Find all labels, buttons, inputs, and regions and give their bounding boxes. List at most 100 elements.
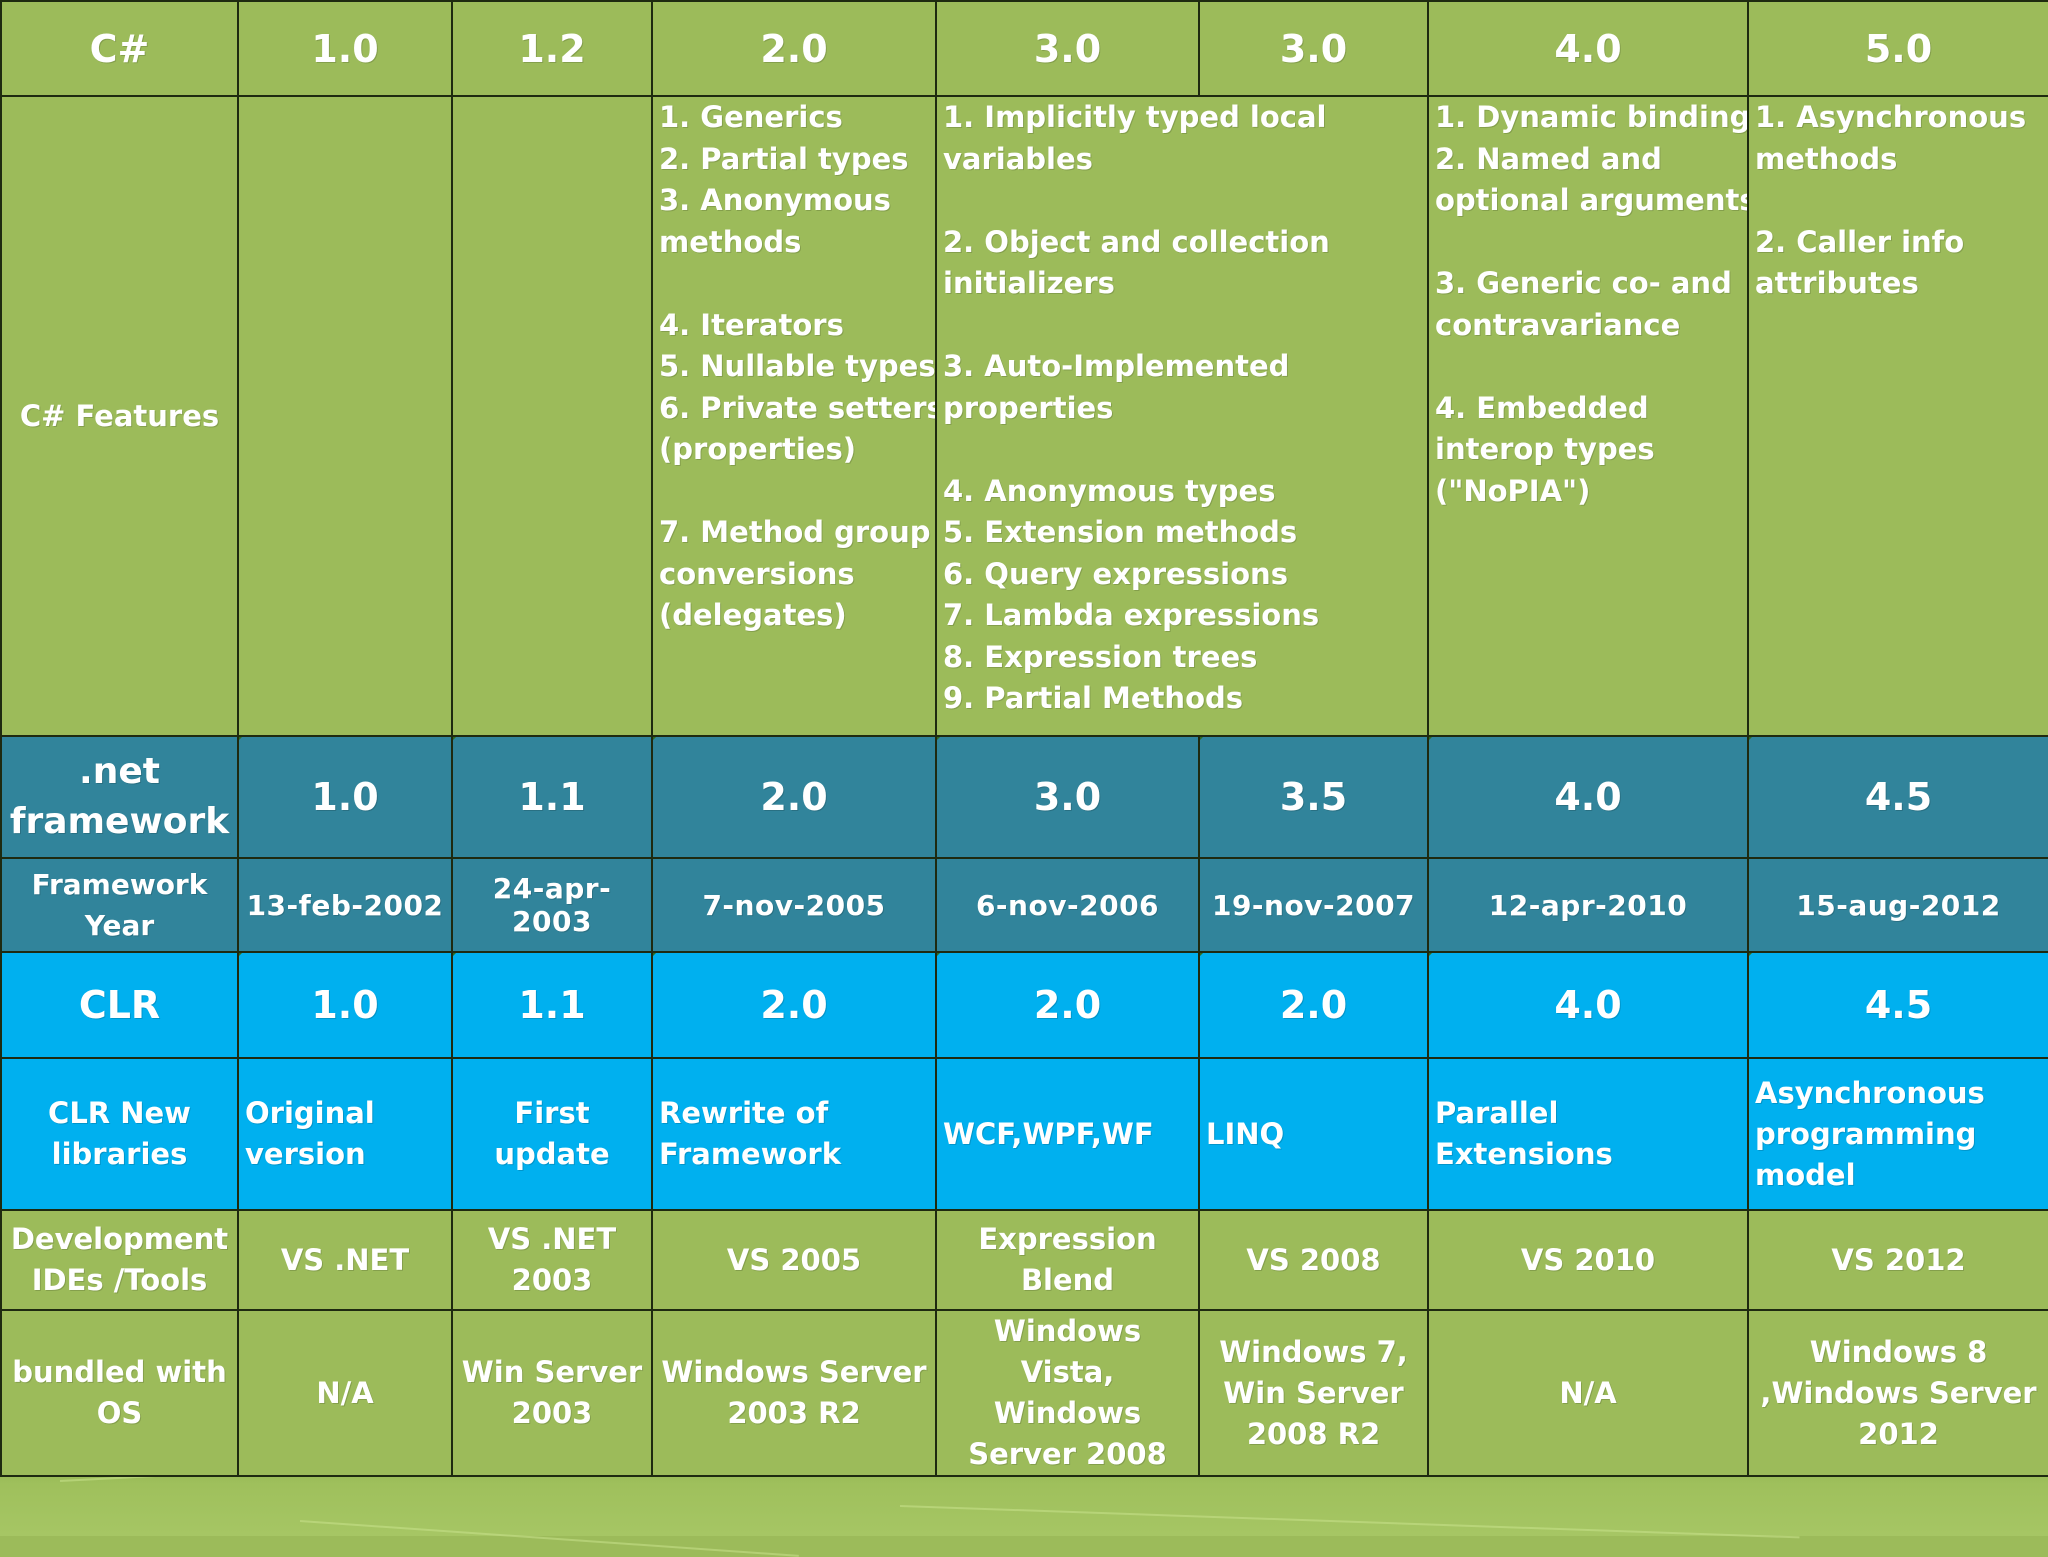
features-cell-4-0: 1. Dynamic binding 2. Named and optional a… — [1427, 95, 1749, 737]
row-label-bundled-os: bundled with OS — [0, 1309, 239, 1477]
line-gap — [1435, 222, 1741, 264]
row-label-line: libraries — [51, 1137, 188, 1171]
line-gap — [943, 180, 1421, 222]
cell-text-line: Parallel Extensions — [1435, 1096, 1613, 1171]
row-label-net-framework: .net framework — [0, 735, 239, 859]
cell-text-line: Windows 7, — [1219, 1334, 1408, 1369]
clr-version-cell: 2.0 — [935, 951, 1200, 1059]
os-cell: N/A — [1427, 1309, 1749, 1477]
feature-item: 1. Asynchronous — [1755, 100, 2027, 134]
csharp-version-cell: 3.0 — [935, 0, 1200, 97]
feature-item: 3. Generic co- and — [1435, 266, 1732, 300]
clr-version-cell: 4.0 — [1427, 951, 1749, 1059]
net-version-cell: 4.0 — [1427, 735, 1749, 859]
row-label-line: framework — [9, 801, 230, 842]
csharp-version-cell: 1.0 — [237, 0, 453, 97]
os-cell: Windows 8 ,Windows Server 2012 — [1747, 1309, 2048, 1477]
os-cell: Windows 7, Win Server 2008 R2 — [1198, 1309, 1429, 1477]
cell-text-line: Original — [245, 1096, 375, 1130]
feature-item: variables — [943, 141, 1093, 176]
feature-item: (delegates) — [659, 598, 847, 632]
clr-version-cell: 2.0 — [1198, 951, 1429, 1059]
background-streak — [899, 1505, 1800, 1539]
feature-item: 6. Private setters — [659, 390, 936, 425]
row-bundled-os: bundled with OS N/A Win Server 2003 Windo… — [0, 1309, 2048, 1477]
feature-item: ("NoPIA") — [1435, 473, 1591, 508]
release-date-cell: 13-feb-2002 — [237, 857, 453, 953]
feature-item: 7. Lambda expressions — [943, 598, 1320, 632]
libraries-cell: WCF,WPF,WF — [935, 1057, 1200, 1211]
clr-version-cell: 1.0 — [237, 951, 453, 1059]
feature-item: 3. Auto-Implemented — [943, 349, 1290, 383]
cell-text-line: 2003 — [511, 1263, 593, 1297]
feature-item: 2. Named and — [1435, 141, 1662, 176]
cell-text-line: Expression — [978, 1222, 1157, 1256]
clr-version-cell: 1.1 — [451, 951, 653, 1059]
row-csharp-features: C# Features 1. Generics 2. Partial types 3… — [0, 95, 2048, 737]
cell-text-line: VS 2008 — [1246, 1242, 1381, 1277]
cell-text-line: Rewrite of — [659, 1096, 829, 1130]
line-gap — [1435, 346, 1741, 388]
features-cell-3-0: 1. Implicitly typed local variables 2. Obj… — [935, 95, 1429, 737]
net-version-cell: 3.5 — [1198, 735, 1429, 859]
release-date-cell: 24-apr-2003 — [451, 857, 653, 953]
release-date-cell: 12-apr-2010 — [1427, 857, 1749, 953]
clr-version-cell: 2.0 — [651, 951, 937, 1059]
cell-text-line: version — [245, 1137, 366, 1171]
features-cell-1-0 — [237, 95, 453, 737]
feature-item: 2. Caller info — [1755, 224, 1965, 259]
feature-item: methods — [659, 224, 802, 259]
os-cell: Windows Vista, Windows Server 2008 — [935, 1309, 1200, 1477]
tool-cell: Expression Blend — [935, 1209, 1200, 1311]
feature-item: optional arguments — [1435, 183, 1748, 217]
release-date-cell: 6-nov-2006 — [935, 857, 1200, 953]
features-cell-1-2 — [451, 95, 653, 737]
cell-text-line: VS .NET — [280, 1242, 410, 1277]
cell-text-line: programming — [1755, 1116, 1977, 1151]
row-label-line: bundled with — [12, 1355, 227, 1389]
cell-text-line: Windows — [993, 1314, 1142, 1348]
cell-text-line: Win Server — [461, 1355, 643, 1389]
row-label-csharp: C# — [0, 0, 239, 97]
row-label-line: CLR New — [48, 1096, 191, 1130]
csharp-version-table: C# 1.0 1.2 2.0 3.0 3.0 4.0 5.0 C# Featur… — [0, 0, 2048, 1477]
feature-item: 9. Partial Methods — [943, 681, 1244, 715]
net-version-cell: 3.0 — [935, 735, 1200, 859]
row-label-clr: CLR — [0, 951, 239, 1059]
csharp-version-cell: 5.0 — [1747, 0, 2048, 97]
feature-item: 1. Implicitly typed local — [943, 100, 1327, 134]
tool-cell: VS .NET — [237, 1209, 453, 1311]
os-cell: Windows Server 2003 R2 — [651, 1309, 937, 1477]
line-gap — [659, 471, 929, 513]
csharp-version-cell: 3.0 — [1198, 0, 1429, 97]
row-clr-libraries: CLR New libraries Original version First … — [0, 1057, 2048, 1211]
libraries-cell: Rewrite of Framework — [651, 1057, 937, 1211]
row-net-framework: .net framework 1.0 1.1 2.0 3.0 3.5 4.0 4… — [0, 735, 2048, 859]
features-cell-5-0: 1. Asynchronous methods 2. Caller info attr… — [1747, 95, 2048, 737]
libraries-cell: Parallel Extensions — [1427, 1057, 1749, 1211]
feature-item: 7. Method group — [659, 515, 931, 549]
cell-text-line: Win Server — [1223, 1375, 1404, 1410]
row-clr: CLR 1.0 1.1 2.0 2.0 2.0 4.0 4.5 — [0, 951, 2048, 1059]
cell-text-line: 2003 — [511, 1396, 593, 1430]
feature-item: 2. Partial types — [659, 141, 909, 176]
row-label-framework-year: Framework Year — [0, 857, 239, 953]
feature-item: 8. Expression trees — [943, 639, 1258, 674]
net-version-cell: 1.0 — [237, 735, 453, 859]
features-cell-2-0: 1. Generics 2. Partial types 3. Anonymous m… — [651, 95, 937, 737]
line-gap — [943, 429, 1421, 471]
libraries-cell: First update — [451, 1057, 653, 1211]
feature-item: (properties) — [659, 432, 856, 466]
cell-text-line: VS 2012 — [1831, 1242, 1966, 1277]
feature-item: 3. Anonymous — [659, 183, 891, 217]
cell-text-line: VS 2005 — [726, 1242, 862, 1277]
background-streak — [299, 1520, 799, 1557]
net-version-cell: 1.1 — [451, 735, 653, 859]
row-label-clr-libraries: CLR New libraries — [0, 1057, 239, 1211]
tool-cell: VS 2008 — [1198, 1209, 1429, 1311]
feature-item: 2. Object and collection — [943, 224, 1330, 259]
net-version-cell: 2.0 — [651, 735, 937, 859]
cell-text-line: Windows 8 — [1809, 1334, 1988, 1369]
row-framework-year: Framework Year 13-feb-2002 24-apr-2003 7… — [0, 857, 2048, 953]
release-date-cell: 7-nov-2005 — [651, 857, 937, 953]
